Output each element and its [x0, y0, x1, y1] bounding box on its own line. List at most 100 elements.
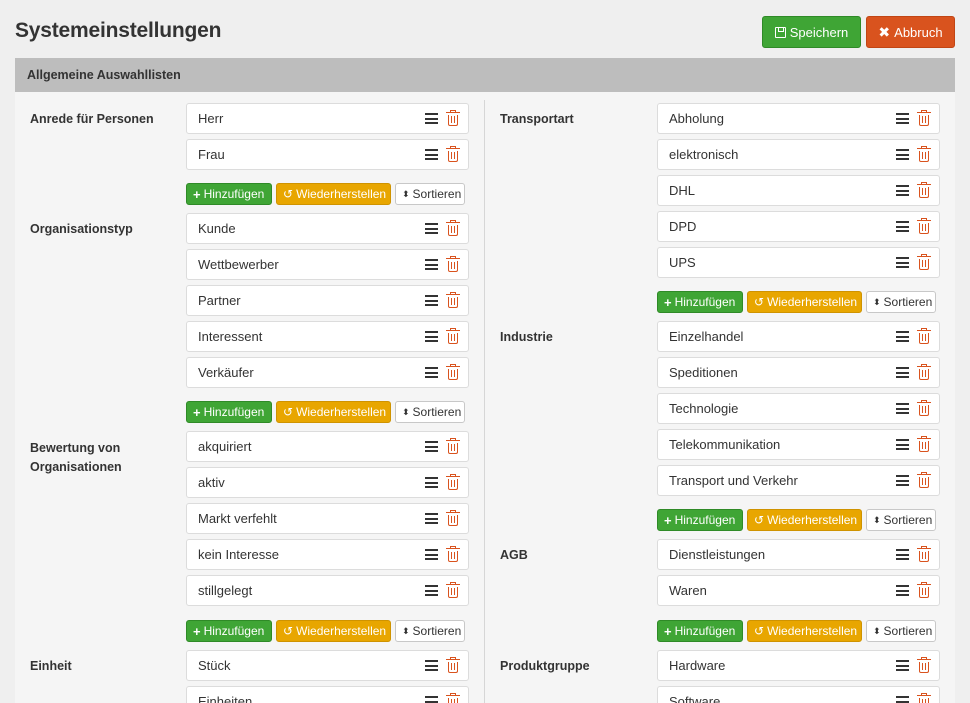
trash-icon[interactable] — [917, 581, 931, 598]
drag-handle-icon[interactable] — [896, 403, 909, 414]
trash-icon[interactable] — [917, 363, 931, 380]
drag-handle-icon[interactable] — [896, 113, 909, 124]
trash-icon[interactable] — [446, 509, 460, 526]
trash-icon[interactable] — [446, 363, 460, 380]
trash-icon[interactable] — [446, 581, 460, 598]
sort-button[interactable]: ⬍ Sortieren — [866, 291, 936, 313]
reset-button[interactable]: ↺ Wiederherstellen — [276, 401, 391, 423]
sort-button[interactable]: ⬍ Sortieren — [866, 620, 936, 642]
list-item[interactable]: UPS — [657, 247, 940, 278]
trash-icon[interactable] — [446, 109, 460, 126]
trash-icon[interactable] — [917, 656, 931, 673]
trash-icon[interactable] — [917, 327, 931, 344]
drag-handle-icon[interactable] — [425, 367, 438, 378]
trash-icon[interactable] — [917, 217, 931, 234]
drag-handle-icon[interactable] — [425, 549, 438, 560]
drag-handle-icon[interactable] — [425, 513, 438, 524]
trash-icon[interactable] — [917, 109, 931, 126]
add-button[interactable]: + Hinzufügen — [657, 291, 743, 313]
list-item[interactable]: Abholung — [657, 103, 940, 134]
drag-handle-icon[interactable] — [425, 149, 438, 160]
list-item[interactable]: Telekommunikation — [657, 429, 940, 460]
trash-icon[interactable] — [446, 327, 460, 344]
list-item[interactable]: DHL — [657, 175, 940, 206]
drag-handle-icon[interactable] — [425, 441, 438, 452]
drag-handle-icon[interactable] — [425, 660, 438, 671]
add-button[interactable]: + Hinzufügen — [186, 401, 272, 423]
drag-handle-icon[interactable] — [896, 331, 909, 342]
list-item[interactable]: stillgelegt — [186, 575, 469, 606]
list-item[interactable]: Technologie — [657, 393, 940, 424]
list-item[interactable]: Interessent — [186, 321, 469, 352]
drag-handle-icon[interactable] — [425, 585, 438, 596]
trash-icon[interactable] — [917, 181, 931, 198]
trash-icon[interactable] — [917, 435, 931, 452]
drag-handle-icon[interactable] — [425, 113, 438, 124]
list-item[interactable]: Frau — [186, 139, 469, 170]
reset-button[interactable]: ↺ Wiederherstellen — [747, 291, 862, 313]
sort-button[interactable]: ⬍ Sortieren — [866, 509, 936, 531]
list-item[interactable]: Verkäufer — [186, 357, 469, 388]
list-item[interactable]: DPD — [657, 211, 940, 242]
trash-icon[interactable] — [917, 471, 931, 488]
trash-icon[interactable] — [446, 692, 460, 703]
sort-button[interactable]: ⬍ Sortieren — [395, 620, 465, 642]
trash-icon[interactable] — [446, 255, 460, 272]
cancel-button[interactable]: ✖ Abbruch — [866, 16, 955, 48]
drag-handle-icon[interactable] — [896, 185, 909, 196]
trash-icon[interactable] — [917, 399, 931, 416]
drag-handle-icon[interactable] — [425, 259, 438, 270]
drag-handle-icon[interactable] — [896, 660, 909, 671]
trash-icon[interactable] — [917, 692, 931, 703]
add-button[interactable]: + Hinzufügen — [657, 620, 743, 642]
drag-handle-icon[interactable] — [425, 477, 438, 488]
drag-handle-icon[interactable] — [425, 331, 438, 342]
list-item[interactable]: Einheiten — [186, 686, 469, 703]
trash-icon[interactable] — [446, 545, 460, 562]
list-item[interactable]: Waren — [657, 575, 940, 606]
list-item[interactable]: Wettbewerber — [186, 249, 469, 280]
drag-handle-icon[interactable] — [896, 549, 909, 560]
trash-icon[interactable] — [446, 291, 460, 308]
list-item[interactable]: akquiriert — [186, 431, 469, 462]
reset-button[interactable]: ↺ Wiederherstellen — [276, 183, 391, 205]
list-item[interactable]: aktiv — [186, 467, 469, 498]
list-item[interactable]: elektronisch — [657, 139, 940, 170]
list-item[interactable]: Hardware — [657, 650, 940, 681]
drag-handle-icon[interactable] — [896, 696, 909, 703]
trash-icon[interactable] — [446, 473, 460, 490]
list-item[interactable]: Speditionen — [657, 357, 940, 388]
reset-button[interactable]: ↺ Wiederherstellen — [747, 509, 862, 531]
list-item[interactable]: Kunde — [186, 213, 469, 244]
list-item[interactable]: Software — [657, 686, 940, 703]
add-button[interactable]: + Hinzufügen — [657, 509, 743, 531]
drag-handle-icon[interactable] — [425, 696, 438, 703]
trash-icon[interactable] — [446, 219, 460, 236]
drag-handle-icon[interactable] — [896, 149, 909, 160]
list-item[interactable]: Markt verfehlt — [186, 503, 469, 534]
list-item[interactable]: kein Interesse — [186, 539, 469, 570]
trash-icon[interactable] — [446, 437, 460, 454]
drag-handle-icon[interactable] — [425, 223, 438, 234]
list-item[interactable]: Partner — [186, 285, 469, 316]
add-button[interactable]: + Hinzufügen — [186, 183, 272, 205]
reset-button[interactable]: ↺ Wiederherstellen — [747, 620, 862, 642]
drag-handle-icon[interactable] — [896, 439, 909, 450]
list-item[interactable]: Dienstleistungen — [657, 539, 940, 570]
list-item[interactable]: Einzelhandel — [657, 321, 940, 352]
trash-icon[interactable] — [917, 545, 931, 562]
trash-icon[interactable] — [917, 145, 931, 162]
drag-handle-icon[interactable] — [896, 475, 909, 486]
trash-icon[interactable] — [446, 656, 460, 673]
list-item[interactable]: Stück — [186, 650, 469, 681]
list-item[interactable]: Herr — [186, 103, 469, 134]
drag-handle-icon[interactable] — [896, 585, 909, 596]
trash-icon[interactable] — [917, 253, 931, 270]
save-button[interactable]: Speichern — [762, 16, 861, 48]
sort-button[interactable]: ⬍ Sortieren — [395, 183, 465, 205]
trash-icon[interactable] — [446, 145, 460, 162]
reset-button[interactable]: ↺ Wiederherstellen — [276, 620, 391, 642]
add-button[interactable]: + Hinzufügen — [186, 620, 272, 642]
drag-handle-icon[interactable] — [425, 295, 438, 306]
list-item[interactable]: Transport und Verkehr — [657, 465, 940, 496]
